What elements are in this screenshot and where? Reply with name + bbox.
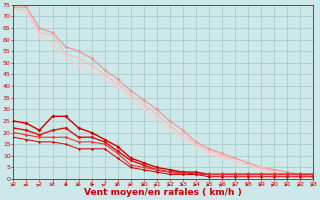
X-axis label: Vent moyen/en rafales ( km/h ): Vent moyen/en rafales ( km/h ) [84, 188, 242, 197]
